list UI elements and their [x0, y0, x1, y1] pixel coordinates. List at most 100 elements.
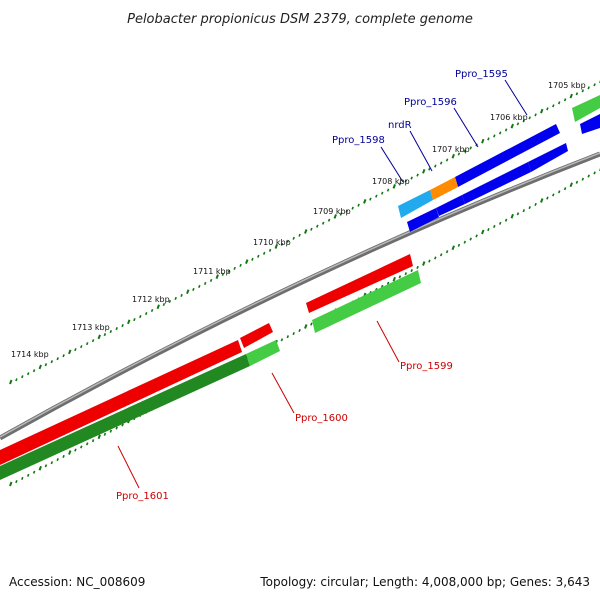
outer-tick-90: [540, 108, 544, 114]
outer-tick-65: [392, 183, 396, 189]
outer-tick-73: [439, 161, 443, 165]
genome-summary-text: Topology: circular; Length: 4,008,000 bp…: [259, 575, 590, 589]
outer-tick-8: [56, 357, 59, 361]
genome-backbone: [0, 151, 600, 441]
inner-tick-99: [593, 171, 596, 175]
inner-tick-65: [392, 276, 396, 282]
outer-tick-89: [534, 113, 537, 117]
tick-label-1705: 1705 kbp: [548, 81, 586, 90]
tick-label-1714: 1714 kbp: [11, 350, 49, 359]
tick-label-1706: 1706 kbp: [490, 113, 528, 122]
outer-tick-34: [209, 278, 213, 282]
inner-tick-13: [85, 442, 89, 446]
outer-tick-9: [62, 354, 65, 358]
label-nrdr: nrdR: [388, 120, 412, 131]
outer-tick-33: [203, 281, 207, 285]
cds-ppro-1598: [398, 190, 433, 218]
outer-tick-59: [357, 203, 360, 207]
inner-tick-83: [498, 221, 502, 225]
outer-tick-53: [321, 221, 325, 225]
outer-tick-51: [310, 227, 313, 231]
outer-tick-47: [286, 239, 290, 243]
inner-tick-66: [398, 275, 402, 279]
outer-tick-78: [469, 146, 472, 150]
outer-tick-17: [109, 330, 113, 334]
outer-tick-43: [262, 251, 266, 255]
outer-tick-92: [552, 104, 555, 108]
cds-ppro-1595: [580, 114, 600, 134]
outer-tick-22: [139, 314, 142, 319]
gene-ppro-1599: [312, 270, 421, 333]
inner-tick-12: [80, 445, 83, 449]
inner-tick-78: [469, 237, 472, 241]
inner-tick-84: [504, 218, 508, 222]
inner-tick-46: [280, 338, 284, 342]
cds-ppro-1600: [240, 323, 273, 348]
inner-tick-69: [416, 265, 419, 269]
gene-ppro-1595: [572, 95, 600, 122]
inner-tick-17: [109, 429, 113, 433]
inner-tick-97: [581, 177, 585, 181]
inner-tick-51: [310, 322, 313, 326]
inner-tick-76: [457, 243, 461, 247]
outer-tick-68: [410, 176, 413, 180]
inner-tick-6: [44, 464, 48, 468]
cds-ppro-1599: [306, 254, 413, 313]
inner-tick-88: [528, 206, 531, 210]
callout-ppro-1598: [380, 146, 404, 183]
cds-forward-d: [528, 143, 568, 172]
outer-tick-42: [257, 254, 260, 258]
inner-tick-93: [557, 190, 561, 194]
outer-tick-62: [375, 194, 378, 198]
outer-tick-10: [68, 349, 72, 355]
outer-tick-28: [174, 296, 177, 301]
outer-tick-49: [298, 233, 301, 237]
inner-tick-7: [50, 461, 54, 465]
tick-label-1708: 1708 kbp: [372, 177, 410, 186]
callout-ppro-1596: [453, 107, 479, 148]
inner-tick-14: [91, 439, 95, 443]
inner-tick-16: [103, 432, 107, 436]
outer-tick-88: [528, 116, 531, 120]
inner-tick-79: [475, 234, 478, 238]
inner-tick-71: [428, 259, 431, 263]
inner-tick-77: [463, 240, 467, 244]
cds-forward-b: [436, 195, 465, 216]
outer-tick-85: [510, 123, 514, 129]
outer-tick-32: [198, 284, 201, 288]
label-ppro-1600: Ppro_1600: [295, 413, 348, 424]
accession-text: Accession: NC_008609: [9, 575, 145, 589]
cds-ppro-1596: [455, 124, 560, 187]
tick-label-1707: 1707 kbp: [432, 145, 470, 154]
outer-tick-84: [504, 128, 508, 132]
outer-tick-71: [428, 167, 431, 171]
outer-tick-11: [74, 348, 77, 352]
inner-tick-72: [434, 256, 437, 260]
inner-tick-95: [569, 182, 573, 188]
label-ppro-1595: Ppro_1595: [455, 69, 508, 80]
outer-tick-86: [516, 122, 520, 126]
outer-tick-50: [304, 229, 308, 234]
outer-tick-30: [186, 289, 190, 295]
inner-tick-80: [481, 229, 485, 235]
cds-forward-a: [462, 162, 531, 204]
inner-tick-10: [68, 450, 72, 455]
map-title: Pelobacter propionicus DSM 2379, complet…: [127, 12, 473, 27]
inner-tick-50: [304, 324, 308, 329]
outer-tick-3: [26, 372, 30, 376]
outer-tick-93: [557, 101, 561, 105]
feature-tracks: [0, 95, 600, 480]
outer-tick-66: [398, 182, 402, 186]
gene-ppro-1600: [246, 340, 280, 366]
label-ppro-1596: Ppro_1596: [404, 97, 457, 108]
outer-tick-94: [563, 98, 567, 102]
outer-tick-36: [221, 272, 225, 276]
inner-tick-81: [487, 228, 490, 232]
outer-tick-63: [380, 191, 384, 195]
inner-tick-94: [563, 187, 567, 191]
outer-tick-41: [251, 257, 254, 261]
outer-tick-5: [38, 364, 42, 370]
outer-tick-20: [127, 319, 131, 325]
inner-tick-48: [292, 332, 295, 336]
outer-tick-29: [180, 293, 183, 298]
